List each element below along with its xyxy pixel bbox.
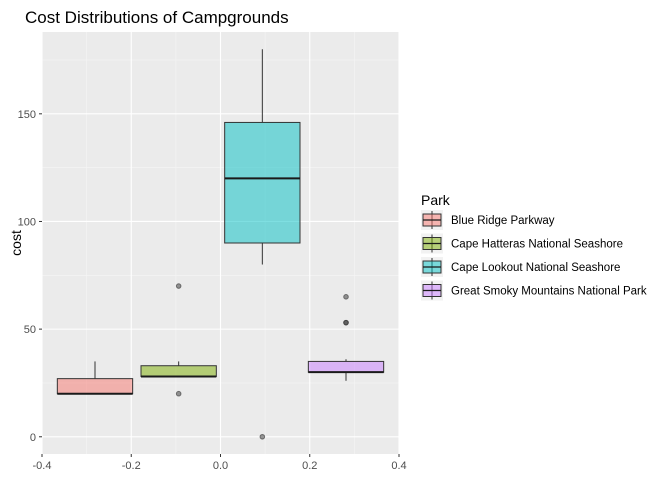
chart-title: Cost Distributions of Campgrounds [25,8,289,27]
outlier-point [343,294,349,300]
legend: Park Blue Ridge Parkway Cape Hatteras Nat… [421,192,647,301]
y-axis-title: cost [8,230,24,256]
outlier-point [343,319,349,326]
box-3 [307,294,385,381]
y-tick-label: 150 [18,109,36,121]
y-axis: 0 50 100 150 [18,109,42,444]
legend-item-0: Blue Ridge Parkway [421,210,555,230]
legend-item-1: Cape Hatteras National Seashore [421,233,623,254]
outlier-point [175,283,182,289]
y-tick-label: 50 [24,324,36,336]
box-0 [56,361,134,395]
outlier-point [259,433,266,440]
box-2 [224,49,301,440]
legend-label: Blue Ridge Parkway [451,215,555,227]
legend-label: Cape Lookout National Seashore [451,262,620,274]
x-axis: -0.4 -0.2 0.0 0.2 0.4 [33,454,407,472]
y-tick-label: 0 [30,432,36,444]
legend-label: Great Smoky Mountains National Park [451,286,647,298]
x-tick-label: -0.4 [33,460,52,472]
box-body [140,365,217,377]
legend-item-3: Great Smoky Mountains National Park [421,280,647,301]
x-tick-label: 0.4 [391,460,406,472]
legend-title: Park [421,192,451,208]
y-tick-label: 100 [18,216,36,228]
x-tick-label: -0.2 [122,460,141,472]
box-body [224,121,301,244]
box-1 [140,283,217,397]
box-body [56,378,134,395]
box-layer [56,49,385,440]
box-body [307,360,385,373]
x-tick-label: 0.0 [213,460,228,472]
outlier-point [175,390,182,397]
legend-label: Cape Hatteras National Seashore [451,239,623,251]
x-tick-label: 0.2 [302,460,317,472]
legend-item-2: Cape Lookout National Seashore [421,257,620,277]
